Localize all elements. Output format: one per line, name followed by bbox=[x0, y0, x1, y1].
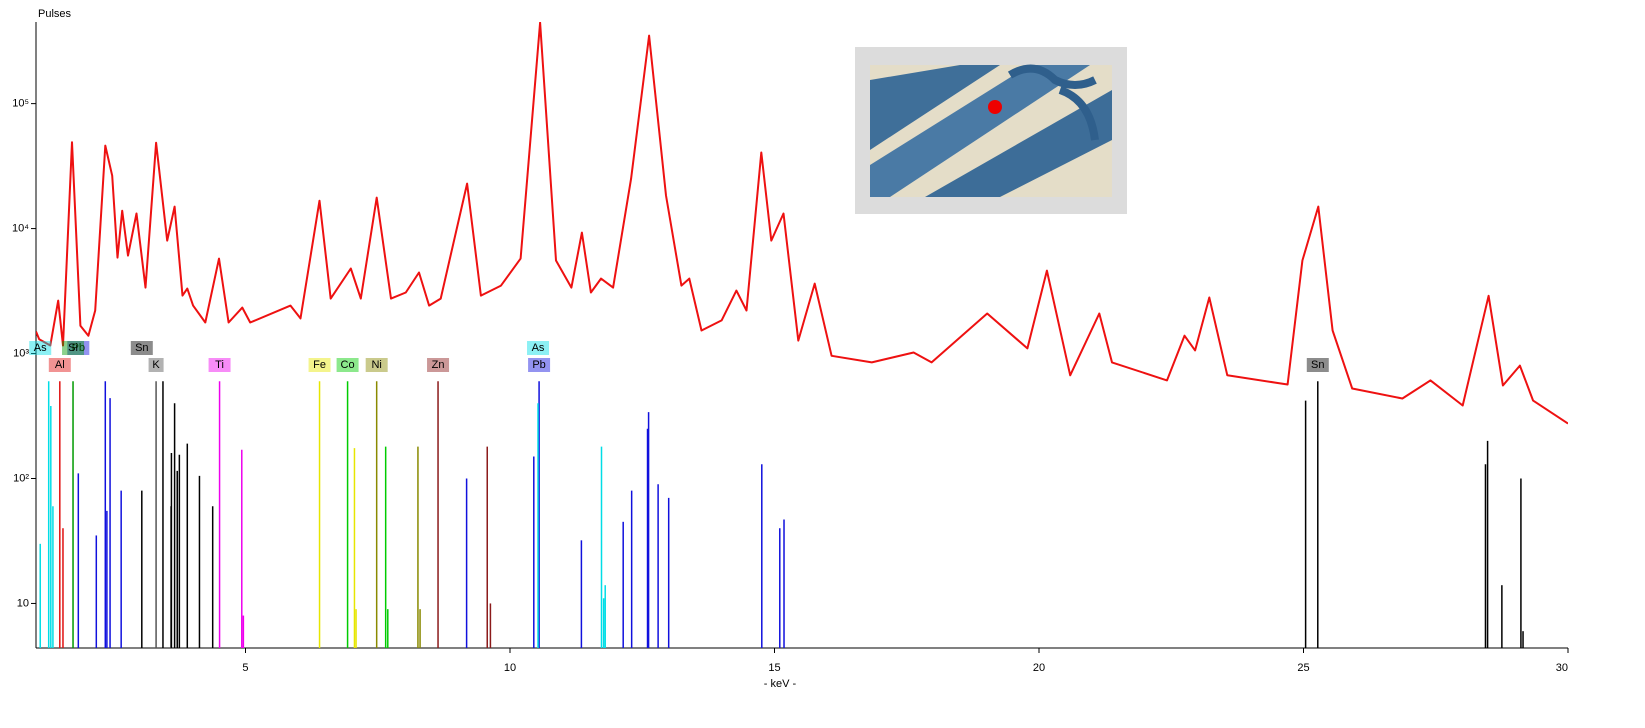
element-label-box bbox=[29, 341, 52, 355]
element-label: Si bbox=[68, 342, 78, 354]
y-tick-label: 10⁴ bbox=[12, 222, 29, 234]
element-label: Ti bbox=[215, 359, 224, 371]
y-tick-label: 10³ bbox=[13, 347, 29, 359]
element-label-box bbox=[48, 358, 71, 372]
element-label: K bbox=[152, 359, 160, 371]
element-label: As bbox=[532, 342, 545, 354]
x-tick-label: 25 bbox=[1297, 662, 1309, 674]
element-label: Ni bbox=[371, 359, 381, 371]
element-label: Zn bbox=[432, 359, 445, 371]
element-label-box bbox=[62, 341, 85, 355]
y-tick-label: 10 bbox=[17, 597, 29, 609]
element-label: Co bbox=[341, 359, 355, 371]
y-tick-label: 10⁵ bbox=[12, 98, 29, 110]
element-label: Sn bbox=[1311, 359, 1324, 371]
element-label-box bbox=[365, 358, 388, 372]
y-tick-label: 10² bbox=[13, 472, 29, 484]
x-tick-label: 15 bbox=[768, 662, 780, 674]
element-label: Pb bbox=[72, 342, 85, 354]
y-axis-title: Pulses bbox=[38, 8, 72, 20]
element-label-box bbox=[130, 341, 153, 355]
inset-photo bbox=[855, 47, 1127, 214]
plot-area bbox=[36, 22, 1568, 425]
element-label-box bbox=[148, 358, 164, 372]
element-label-box bbox=[1306, 358, 1329, 372]
element-label: Fe bbox=[313, 359, 326, 371]
element-label: Al bbox=[55, 359, 65, 371]
element-label-box bbox=[67, 341, 90, 355]
element-label-box bbox=[208, 358, 231, 372]
element-label-box bbox=[308, 358, 331, 372]
x-tick-label: 10 bbox=[504, 662, 516, 674]
element-label: Pb bbox=[532, 359, 545, 371]
element-label: Sn bbox=[135, 342, 148, 354]
x-tick-label: 30 bbox=[1556, 662, 1568, 674]
element-label-box bbox=[527, 341, 550, 355]
element-label-box bbox=[336, 358, 359, 372]
element-label-box bbox=[528, 358, 551, 372]
x-axis-title: - keV - bbox=[764, 678, 797, 690]
element-label: As bbox=[34, 342, 47, 354]
spectrum-line bbox=[36, 22, 1568, 425]
element-label-box bbox=[427, 358, 450, 372]
x-tick-label: 5 bbox=[242, 662, 248, 674]
x-tick-label: 20 bbox=[1033, 662, 1045, 674]
